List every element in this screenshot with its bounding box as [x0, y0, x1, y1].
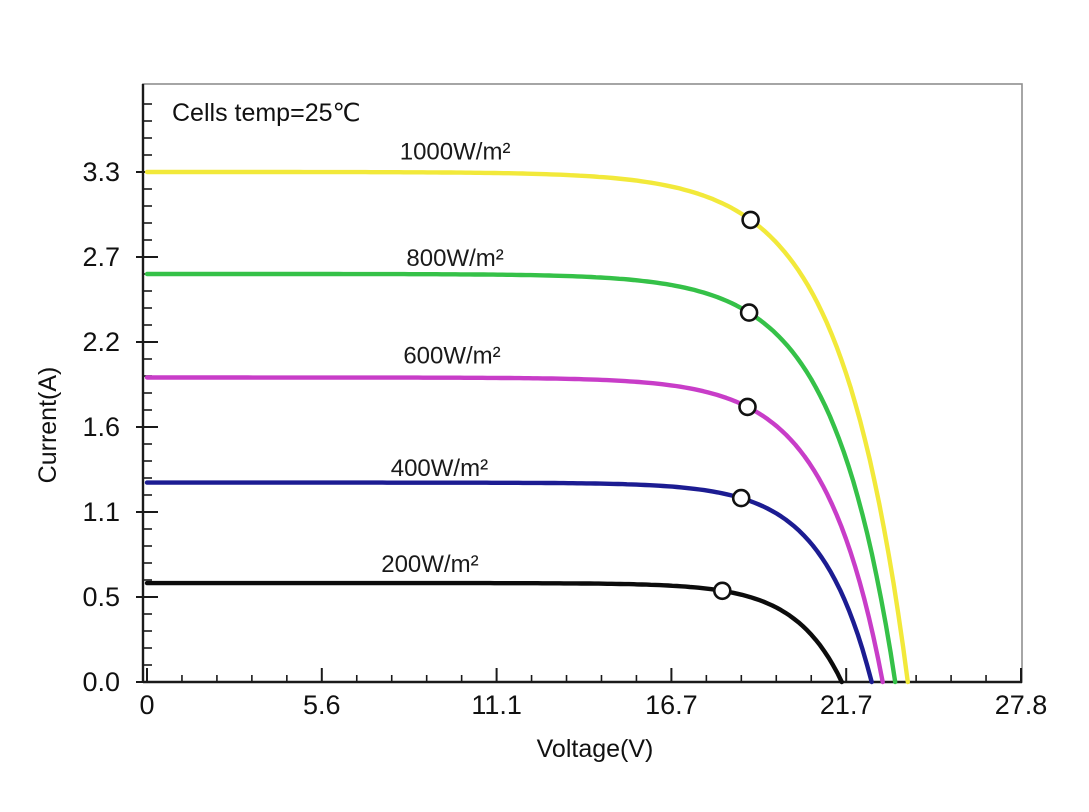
y-axis-title: Current(A): [34, 367, 62, 484]
iv-curve-200w: [144, 580, 844, 685]
y-tick-label: 1.1: [82, 497, 120, 527]
x-tick-label: 11.1: [471, 690, 522, 720]
curve-label-800w: 800W/m²: [406, 245, 503, 272]
y-tick-label: 2.2: [82, 327, 120, 357]
iv-curve-600w: [144, 375, 885, 685]
mpp-marker-800w: [739, 303, 759, 322]
x-tick-label: 5.6: [303, 690, 341, 720]
curve-label-400w: 400W/m²: [391, 455, 488, 482]
iv-curve-400w: [144, 480, 874, 685]
y-tick-label: 0.0: [82, 667, 120, 697]
x-axis-title: Voltage(V): [537, 735, 654, 763]
y-tick-label: 0.5: [82, 582, 120, 612]
x-tick-label: 16.7: [645, 690, 698, 720]
chart-title-annotation: Cells temp=25℃: [172, 99, 361, 127]
x-tick-label: 0: [139, 690, 154, 720]
y-tick-label: 1.6: [82, 412, 120, 442]
chart-generated-layer: 0 5.6 11.1 16.7 21.7 27.8 0.0 0.5 1.1 1.6 2.2 2.7 3.…: [82, 83, 1048, 720]
curve-label-600w: 600W/m²: [403, 342, 500, 369]
mpp-marker-600w: [738, 397, 757, 417]
curve-label-200w: 200W/m²: [381, 551, 478, 578]
mpp-marker-1000w: [741, 210, 760, 230]
mpp-marker-200w: [712, 581, 732, 601]
iv-curve-1000w: [144, 169, 910, 685]
x-tick-label: 27.8: [995, 690, 1048, 720]
mpp-marker-400w: [731, 488, 751, 508]
iv-curve-800w: [144, 271, 898, 685]
y-tick-label: 3.3: [82, 157, 120, 187]
x-tick-label: 21.7: [820, 690, 873, 720]
y-tick-label: 2.7: [82, 242, 120, 272]
curve-label-1000w: 1000W/m²: [400, 138, 511, 165]
